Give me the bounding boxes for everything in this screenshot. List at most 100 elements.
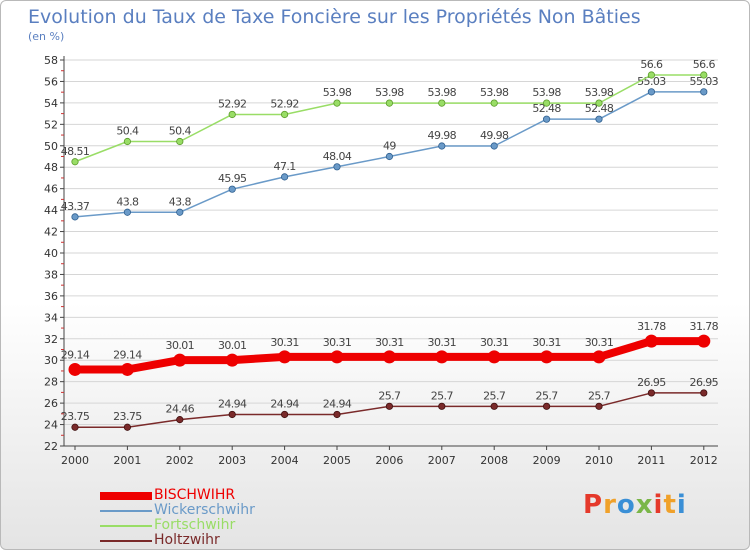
proxiti-logo: Proxiti	[583, 490, 687, 520]
data-label: 30.31	[375, 336, 404, 349]
data-point	[333, 410, 341, 419]
chart-title: Evolution du Taux de Taxe Foncière sur l…	[28, 6, 641, 28]
logo-letter: i	[676, 490, 687, 520]
data-label: 43.8	[169, 195, 192, 208]
data-label: 53.98	[428, 86, 457, 99]
data-point	[225, 353, 239, 367]
data-label: 23.75	[61, 410, 90, 423]
x-tick-label: 2010	[585, 454, 613, 467]
data-point	[176, 137, 184, 146]
y-tick-label: 24	[44, 419, 58, 432]
data-label: 45.95	[218, 172, 247, 185]
x-tick-label: 2001	[113, 454, 141, 467]
unit-label: (en %)	[28, 30, 65, 43]
y-tick-label: 52	[44, 118, 58, 131]
data-label: 24.94	[218, 397, 247, 410]
logo-letter: t	[663, 490, 677, 520]
data-label: 26.95	[637, 376, 666, 389]
data-label: 52.48	[585, 102, 614, 115]
x-tick-label: 2007	[428, 454, 456, 467]
data-label: 30.31	[323, 336, 352, 349]
legend-label: BISCHWIHR	[154, 487, 236, 503]
y-tick-label: 38	[44, 268, 58, 281]
data-point	[333, 163, 341, 171]
data-point	[68, 362, 82, 376]
data-label: 53.98	[585, 86, 614, 99]
x-tick-label: 2002	[166, 454, 194, 467]
legend-swatch	[100, 540, 152, 542]
data-label: 25.7	[588, 389, 611, 402]
data-point	[595, 115, 603, 123]
data-point	[173, 353, 187, 367]
y-tick-label: 46	[44, 183, 58, 196]
data-point	[490, 402, 498, 410]
data-point	[176, 416, 184, 424]
legend-swatch	[100, 510, 152, 512]
y-tick-label: 26	[44, 397, 58, 410]
x-tick-label: 2005	[323, 454, 351, 467]
data-label: 30.01	[218, 339, 247, 352]
data-point	[123, 137, 132, 146]
data-label: 26.95	[690, 376, 719, 389]
data-point	[385, 99, 393, 107]
y-tick-label: 56	[44, 75, 58, 88]
data-point	[280, 410, 289, 419]
x-tick-label: 2008	[480, 454, 508, 467]
data-label: 56.6	[640, 58, 663, 71]
data-label: 25.7	[431, 389, 454, 402]
y-tick-label: 58	[44, 54, 58, 67]
data-point	[700, 71, 708, 79]
data-point	[382, 350, 396, 364]
y-tick-label: 36	[44, 290, 58, 303]
data-point	[71, 213, 79, 221]
data-point	[700, 88, 708, 96]
data-point	[487, 350, 501, 364]
data-point	[71, 158, 79, 166]
data-label: 25.7	[378, 389, 401, 402]
x-tick-label: 2006	[375, 454, 403, 467]
data-point	[176, 208, 184, 216]
data-label: 49	[383, 140, 396, 153]
logo-letter: i	[653, 490, 664, 520]
data-point	[438, 142, 446, 150]
logo-letter: r	[603, 490, 617, 520]
data-point	[697, 334, 711, 348]
legend-swatch	[100, 525, 152, 527]
data-label: 24.46	[166, 403, 195, 416]
data-label: 50.4	[116, 124, 139, 137]
data-point	[542, 99, 551, 107]
y-tick-label: 54	[44, 97, 58, 110]
data-point	[647, 71, 656, 79]
data-label: 52.48	[532, 102, 561, 115]
data-label: 23.75	[113, 410, 142, 423]
y-tick-label: 50	[44, 140, 58, 153]
data-label: 48.04	[323, 150, 352, 163]
data-label: 43.8	[116, 195, 139, 208]
data-label: 43.37	[61, 200, 90, 213]
legend-label: Holtzwihr	[154, 532, 220, 548]
data-label: 56.6	[693, 58, 716, 71]
data-label: 52.92	[218, 97, 247, 110]
data-label: 53.98	[323, 86, 352, 99]
data-label: 30.31	[270, 336, 299, 349]
logo-letter: o	[616, 490, 636, 520]
logo-letter: P	[583, 490, 604, 520]
data-point	[647, 389, 656, 397]
y-tick-label: 48	[44, 161, 58, 174]
y-tick-label: 44	[44, 204, 58, 217]
data-point	[123, 423, 132, 431]
data-label: 31.78	[637, 320, 666, 333]
data-label: 30.31	[480, 336, 509, 349]
data-point	[330, 350, 344, 364]
data-point	[71, 423, 79, 431]
y-tick-label: 30	[44, 354, 58, 367]
data-label: 30.31	[428, 336, 457, 349]
data-point	[280, 173, 289, 181]
data-label: 25.7	[536, 389, 559, 402]
data-label: 31.78	[690, 320, 719, 333]
x-tick-label: 2009	[533, 454, 561, 467]
data-label: 55.03	[690, 75, 719, 88]
y-tick-label: 42	[44, 226, 58, 239]
